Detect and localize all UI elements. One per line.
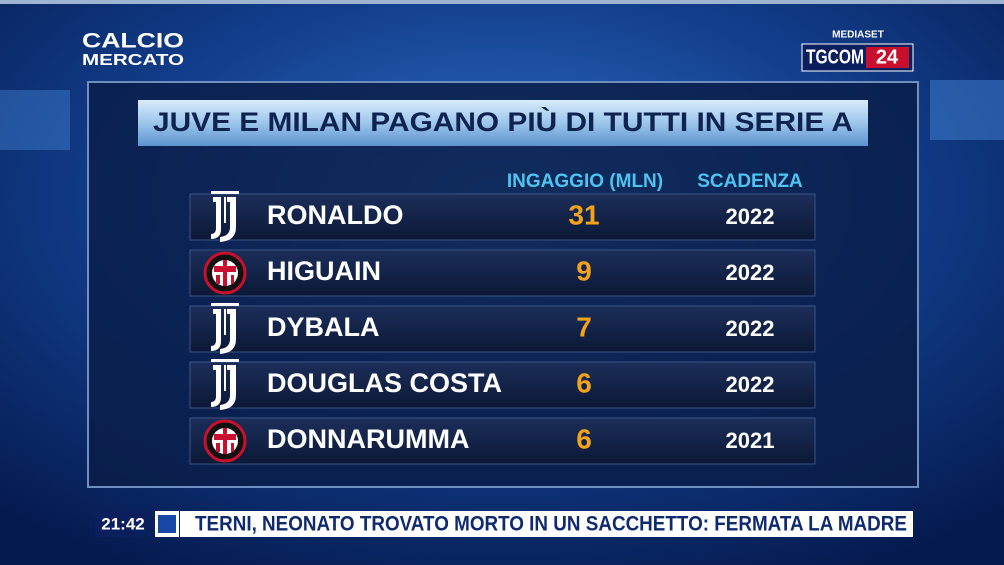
background-light — [0, 90, 70, 150]
row-bar — [189, 305, 816, 353]
logo-line: MERCATO — [82, 52, 184, 69]
salary: 31 — [568, 199, 599, 230]
club-logo — [203, 419, 247, 463]
ticker-time: 21:42 — [101, 514, 144, 533]
top-edge — [0, 0, 1004, 4]
player-name: DOUGLAS COSTA — [267, 368, 502, 398]
channel-number: 24 — [876, 46, 899, 68]
contract-expiry: 2022 — [726, 260, 775, 285]
table-rows: RONALDO 31 2022 HIGUAIN 9 2022 DYBALA 7 2022 DOUG… — [189, 191, 816, 465]
contract-expiry: 2022 — [726, 204, 775, 229]
column-header: INGAGGIO (MLN) — [507, 171, 663, 192]
club-logo — [203, 251, 247, 295]
row-bar — [189, 193, 816, 241]
contract-expiry: 2022 — [726, 372, 775, 397]
contract-expiry: 2022 — [726, 316, 775, 341]
salary: 6 — [576, 423, 592, 454]
salary: 7 — [576, 311, 592, 342]
row-bar — [189, 361, 816, 409]
player-name: HIGUAIN — [267, 256, 381, 286]
row-bar — [189, 249, 816, 297]
player-name: DONNARUMMA — [267, 424, 469, 454]
salary: 6 — [576, 367, 592, 398]
logo-line: CALCIO — [82, 30, 184, 53]
ticker-box — [180, 511, 913, 537]
background-light — [930, 80, 1004, 140]
salary: 9 — [576, 255, 592, 286]
contract-expiry: 2021 — [726, 428, 775, 453]
channel-name: TGCOM — [806, 46, 864, 68]
ticker-headline: TERNI, NEONATO TROVATO MORTO IN UN SACCH… — [195, 513, 907, 536]
player-name: DYBALA — [267, 312, 380, 342]
column-header: SCADENZA — [697, 171, 803, 192]
channel-number-box — [866, 47, 909, 68]
network-name: MEDIASET — [832, 30, 884, 41]
row-bar — [189, 417, 816, 465]
ticker-icon — [158, 515, 176, 533]
player-name: RONALDO — [267, 200, 404, 230]
title-bar — [138, 100, 868, 146]
table-title: JUVE E MILAN PAGANO PIÙ DI TUTTI IN SERI… — [153, 106, 853, 137]
ticker-time-box — [95, 511, 151, 537]
